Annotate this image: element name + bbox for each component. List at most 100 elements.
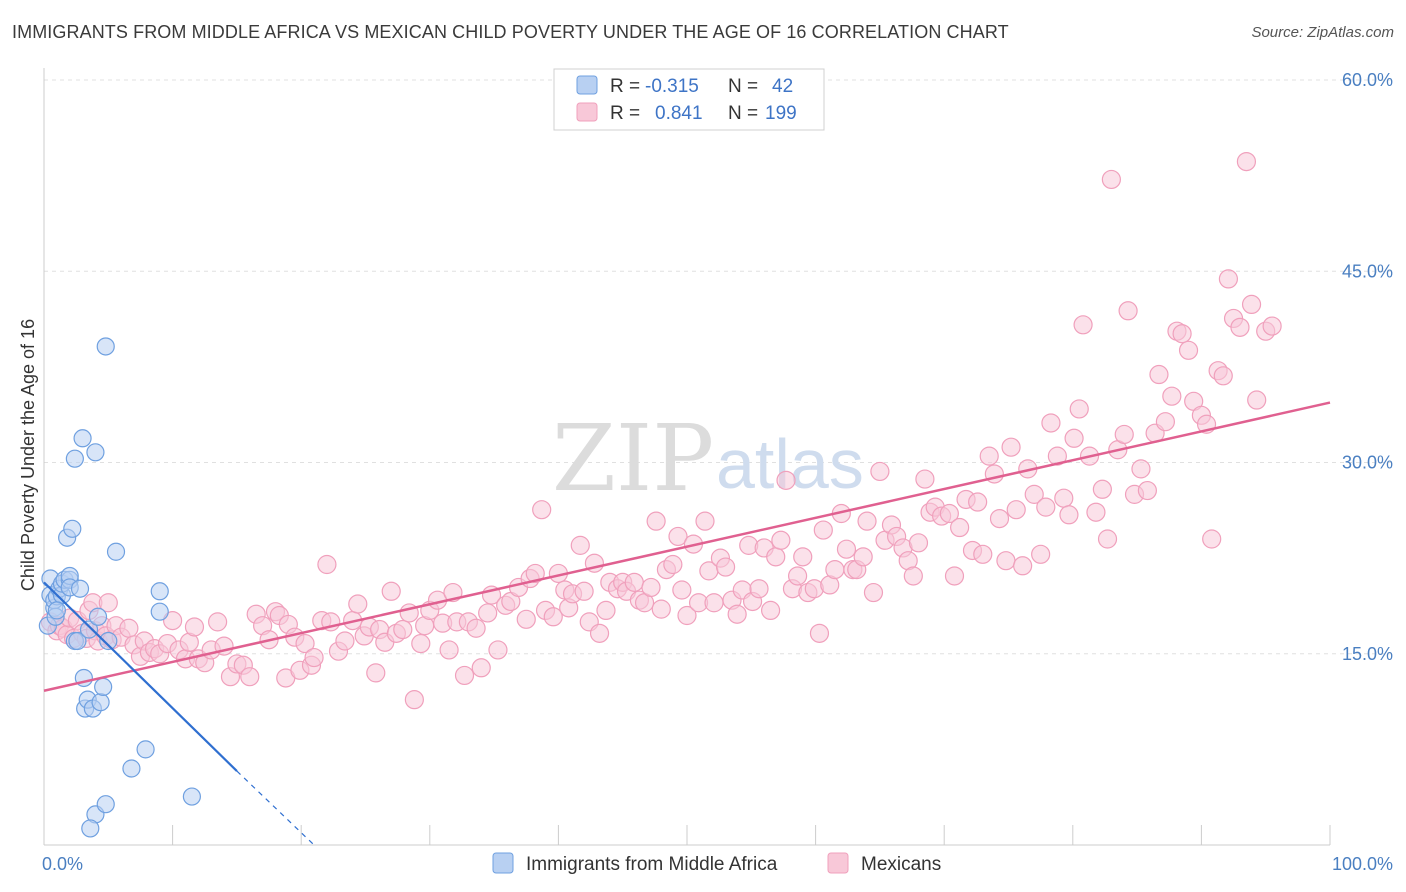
middle-africa-point — [182, 787, 201, 806]
mexicans-point — [119, 618, 139, 638]
middle-africa-point — [73, 429, 92, 448]
mexicans-point — [478, 603, 498, 623]
middle-africa-points — [38, 337, 201, 838]
mexicans-point — [240, 667, 260, 687]
mexicans-point — [439, 640, 459, 660]
mexicans-point — [1241, 294, 1262, 314]
legend-r-label-blue: R = — [610, 76, 640, 97]
mexicans-point — [1155, 412, 1175, 432]
mexicans-point — [771, 530, 791, 550]
middle-africa-point — [86, 443, 105, 462]
mexicans-point — [944, 566, 965, 586]
mexicans-point — [727, 604, 747, 624]
legend-swatch-pink — [576, 102, 598, 122]
mexicans-point — [516, 609, 536, 629]
mexicans-point — [295, 633, 315, 654]
mexicans-point — [525, 563, 545, 584]
mexicans-point — [979, 446, 999, 466]
axes — [43, 68, 1331, 846]
watermark: ZIP atlas — [552, 405, 864, 512]
mexicans-point — [749, 579, 769, 599]
mexicans-point — [672, 580, 692, 600]
legend-n-label-pink: N = — [728, 103, 758, 124]
mexicans-point — [1054, 488, 1074, 508]
legend-r-value-blue: -0.315 — [645, 76, 699, 97]
mexicans-point — [989, 508, 1010, 529]
mexicans-point — [1202, 529, 1222, 549]
middle-africa-point — [122, 759, 141, 778]
middle-africa-point — [150, 582, 169, 601]
mexicans-point — [1064, 428, 1084, 448]
mexicans-point — [1047, 446, 1067, 466]
mexicans-point — [646, 511, 666, 531]
x-tick-label-1: 100.0% — [1332, 854, 1393, 874]
mexicans-point — [596, 600, 616, 621]
mexicans-point — [903, 566, 923, 586]
mexicans-point — [466, 618, 486, 638]
mexicans-point — [1006, 500, 1026, 520]
legend-swatch-blue — [576, 75, 598, 95]
mexicans-point — [1086, 502, 1106, 522]
legend-n-label-blue: N = — [728, 76, 758, 97]
x-tick-label-0: 0.0% — [42, 854, 83, 874]
source-credit: Source: ZipAtlas.com — [1251, 24, 1394, 41]
mexicans-point — [1178, 340, 1199, 360]
series-legend: Immigrants from Middle Africa Mexicans — [492, 852, 941, 875]
mexicans-point — [589, 623, 610, 643]
mexicans-point — [208, 612, 228, 632]
mexicans-point — [304, 647, 324, 668]
mexicans-point — [1092, 479, 1112, 499]
mexicans-point — [836, 539, 857, 559]
mexicans-point — [404, 690, 424, 710]
mexicans-point — [1149, 364, 1169, 385]
mexicans-point — [1236, 152, 1257, 172]
mexicans-point — [641, 577, 661, 598]
mexicans-point — [715, 557, 736, 577]
mexicans-point — [163, 610, 183, 631]
mexicans-point — [1118, 301, 1138, 321]
mexicans-point — [1230, 317, 1250, 337]
mexicans-point — [1137, 480, 1157, 501]
middle-africa-point — [136, 740, 155, 759]
mexicans-point — [766, 547, 786, 567]
mexicans-point — [317, 554, 337, 575]
mexicans-point — [1213, 366, 1233, 386]
middle-africa-point — [88, 607, 108, 626]
middle-africa-point — [96, 795, 115, 814]
middle-africa-trend-line — [43, 581, 238, 772]
mexicans-point — [1024, 484, 1044, 504]
middle-africa-point — [63, 519, 82, 538]
trend-lines — [43, 401, 1331, 846]
mexicans-point — [543, 607, 563, 627]
legend-box — [553, 68, 825, 131]
mexicans-point — [335, 631, 355, 651]
series-label-pink: Mexicans — [861, 854, 941, 875]
correlation-legend: R = -0.315 N = 42 R = 0.841 N = 199 — [553, 68, 825, 131]
mexicans-point — [950, 517, 970, 538]
middle-africa-point — [70, 579, 90, 598]
middle-africa-point — [65, 449, 84, 468]
mexicans-point — [663, 554, 683, 575]
middle-africa-point — [79, 620, 99, 639]
mexicans-point — [1162, 386, 1182, 406]
mexicans-point — [1218, 269, 1239, 289]
mexicans-point — [411, 633, 431, 654]
mexicans-point — [813, 520, 833, 540]
mexicans-point — [184, 617, 205, 637]
mexicans-point — [98, 593, 118, 613]
mexicans-point — [1262, 316, 1282, 336]
mexicans-point — [857, 511, 877, 531]
mexicans-point — [1001, 437, 1021, 457]
middle-africa-point — [150, 602, 169, 621]
mexicans-point — [668, 526, 688, 547]
watermark-zip: ZIP — [552, 405, 714, 512]
mexicans-point — [825, 559, 845, 580]
series-label-blue: Immigrants from Middle Africa — [526, 854, 778, 875]
mexicans-point — [793, 547, 813, 567]
mexicans-point — [393, 619, 413, 640]
mexicans-point — [488, 640, 508, 660]
legend-r-value-pink: 0.841 — [655, 103, 703, 124]
mexicans-point — [853, 547, 873, 567]
legend-n-value-blue: 42 — [772, 76, 793, 97]
mexicans-point — [1031, 544, 1051, 564]
